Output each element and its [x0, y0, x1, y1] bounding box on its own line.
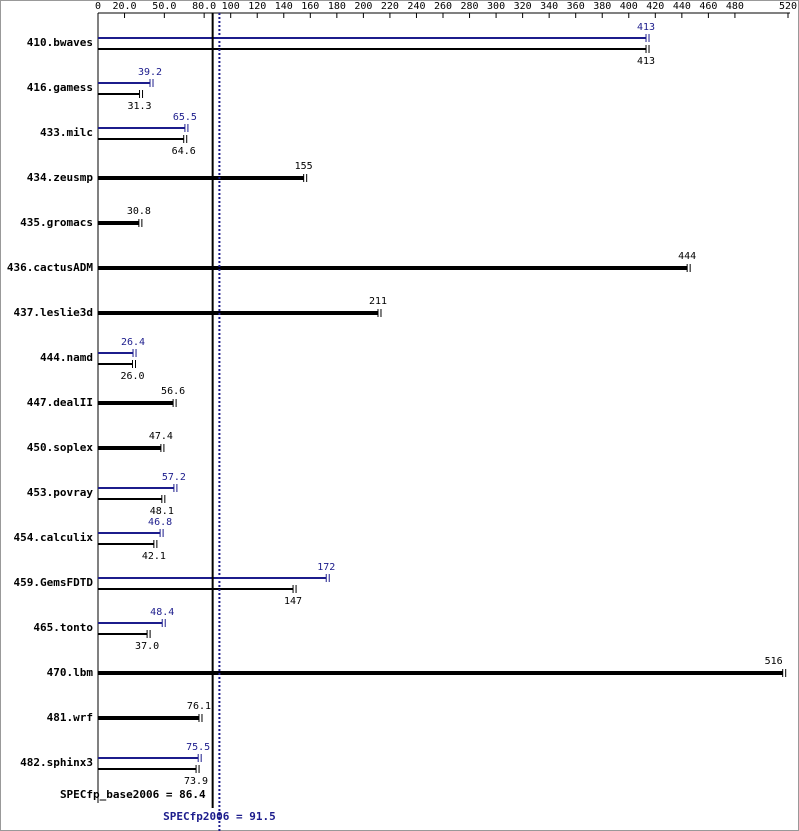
value-label: 37.0	[135, 641, 159, 652]
x-tick-label: 200	[354, 1, 372, 12]
value-label: 76.1	[187, 701, 211, 712]
x-tick-label: 300	[487, 1, 505, 12]
x-tick-label: 240	[407, 1, 425, 12]
x-tick-label: 80.0	[192, 1, 216, 12]
x-tick-label: 20.0	[112, 1, 136, 12]
value-label: 46.8	[148, 517, 172, 528]
category-label: 454.calculix	[14, 531, 94, 544]
value-label: 48.4	[150, 607, 174, 618]
value-label: 65.5	[173, 112, 197, 123]
category-label: 459.GemsFDTD	[14, 576, 94, 589]
x-tick-label: 380	[593, 1, 611, 12]
x-tick-label: 480	[726, 1, 744, 12]
value-label: 413	[637, 22, 655, 33]
x-tick-label: 520	[779, 1, 797, 12]
value-label: 516	[765, 656, 783, 667]
category-label: 465.tonto	[33, 621, 93, 634]
category-label: 482.sphinx3	[20, 756, 93, 769]
value-label: 75.5	[186, 742, 210, 753]
x-tick-label: 340	[540, 1, 558, 12]
x-tick-label: 100	[222, 1, 240, 12]
value-label: 57.2	[162, 472, 186, 483]
value-label: 30.8	[127, 206, 151, 217]
x-tick-label: 260	[434, 1, 452, 12]
value-label: 413	[637, 56, 655, 67]
x-tick-label: 0	[95, 1, 101, 12]
value-label: 39.2	[138, 67, 162, 78]
category-label: 435.gromacs	[20, 216, 93, 229]
value-label: 444	[678, 251, 696, 262]
category-label: 444.namd	[40, 351, 93, 364]
x-tick-label: 280	[461, 1, 479, 12]
x-tick-label: 140	[275, 1, 293, 12]
x-tick-label: 440	[673, 1, 691, 12]
category-label: 416.gamess	[27, 81, 93, 94]
value-label: 47.4	[149, 431, 173, 442]
value-label: 172	[317, 562, 335, 573]
value-label: 64.6	[172, 146, 196, 157]
x-tick-label: 180	[328, 1, 346, 12]
category-label: 447.dealII	[27, 396, 93, 409]
value-label: 211	[369, 296, 387, 307]
value-label: 155	[295, 161, 313, 172]
category-label: 436.cactusADM	[7, 261, 93, 274]
value-label: 73.9	[184, 776, 208, 787]
x-tick-label: 120	[248, 1, 266, 12]
value-label: 26.0	[120, 371, 144, 382]
x-tick-label: 420	[646, 1, 664, 12]
category-label: 410.bwaves	[27, 36, 93, 49]
category-label: 453.povray	[27, 486, 94, 499]
reference-label: SPECfp_base2006 = 86.4	[60, 788, 206, 801]
value-label: 48.1	[150, 506, 174, 517]
category-label: 470.lbm	[47, 666, 94, 679]
x-tick-label: 360	[567, 1, 585, 12]
value-label: 42.1	[142, 551, 166, 562]
value-label: 147	[284, 596, 302, 607]
x-tick-label: 220	[381, 1, 399, 12]
x-tick-label: 160	[301, 1, 319, 12]
x-tick-label: 460	[699, 1, 717, 12]
value-label: 56.6	[161, 386, 185, 397]
value-label: 31.3	[127, 101, 151, 112]
x-tick-label: 320	[514, 1, 532, 12]
reference-label: SPECfp2006 = 91.5	[163, 810, 276, 823]
category-label: 437.leslie3d	[14, 306, 93, 319]
category-label: 481.wrf	[47, 711, 93, 724]
category-label: 450.soplex	[27, 441, 94, 454]
category-label: 433.milc	[40, 126, 93, 139]
category-label: 434.zeusmp	[27, 171, 94, 184]
x-tick-label: 50.0	[152, 1, 176, 12]
x-tick-label: 400	[620, 1, 638, 12]
value-label: 26.4	[121, 337, 145, 348]
